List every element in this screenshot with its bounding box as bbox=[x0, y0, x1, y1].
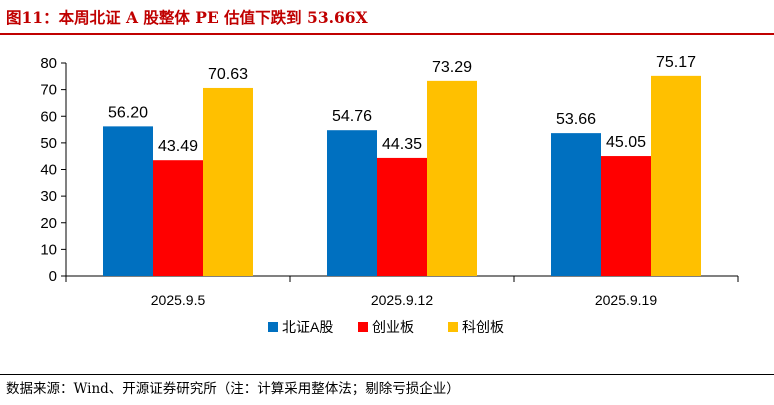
bar bbox=[377, 157, 427, 276]
data-label: 54.76 bbox=[332, 108, 372, 125]
data-label: 73.29 bbox=[432, 59, 472, 76]
y-tick-label: 30 bbox=[40, 188, 57, 205]
data-label: 70.63 bbox=[208, 66, 248, 83]
y-tick-label: 40 bbox=[40, 162, 57, 179]
figure-title: 图11：本周北证 A 股整体 PE 估值下跌到 53.66X bbox=[6, 8, 368, 27]
bar-chart: 0 10 20 30 40 50 60 70 80 56.20 43.49 70.63 2025.9.5… bbox=[40, 54, 739, 335]
bar bbox=[203, 87, 253, 276]
bar bbox=[651, 75, 701, 276]
y-tick-label: 60 bbox=[40, 108, 57, 125]
legend-label: 科创板 bbox=[462, 319, 504, 335]
data-label: 43.49 bbox=[158, 138, 198, 155]
x-tick-label: 2025.9.12 bbox=[371, 292, 433, 308]
bar bbox=[601, 156, 651, 276]
legend-label: 北证A股 bbox=[282, 319, 333, 335]
bar bbox=[103, 126, 153, 277]
x-tick-label: 2025.9.19 bbox=[595, 292, 657, 308]
title-divider bbox=[0, 33, 774, 35]
data-label: 56.20 bbox=[108, 104, 148, 121]
y-tick-label: 70 bbox=[40, 82, 57, 99]
legend-label: 创业板 bbox=[372, 319, 414, 335]
x-tick-label: 2025.9.5 bbox=[151, 292, 206, 308]
data-label: 44.35 bbox=[382, 136, 422, 153]
y-tick-label: 50 bbox=[40, 135, 57, 152]
bar bbox=[551, 133, 601, 276]
y-tick-label: 10 bbox=[40, 241, 57, 258]
source-note: 数据来源：Wind、开源证券研究所（注：计算采用整体法；剔除亏损企业） bbox=[6, 381, 460, 397]
y-tick-label: 0 bbox=[49, 268, 57, 285]
y-tick-label: 80 bbox=[40, 55, 57, 72]
legend-swatch bbox=[448, 322, 458, 332]
bar bbox=[327, 130, 377, 276]
data-label: 75.17 bbox=[656, 54, 696, 71]
legend-swatch bbox=[268, 322, 278, 332]
chart-area: 0 10 20 30 40 50 60 70 80 56.20 43.49 70.63 2025.9.5… bbox=[0, 38, 774, 363]
y-tick-label: 20 bbox=[40, 215, 57, 232]
footer-divider bbox=[0, 374, 774, 375]
data-label: 45.05 bbox=[606, 134, 646, 151]
bar bbox=[427, 80, 477, 276]
legend-swatch bbox=[358, 322, 368, 332]
bar bbox=[153, 160, 203, 276]
data-label: 53.66 bbox=[556, 111, 596, 128]
